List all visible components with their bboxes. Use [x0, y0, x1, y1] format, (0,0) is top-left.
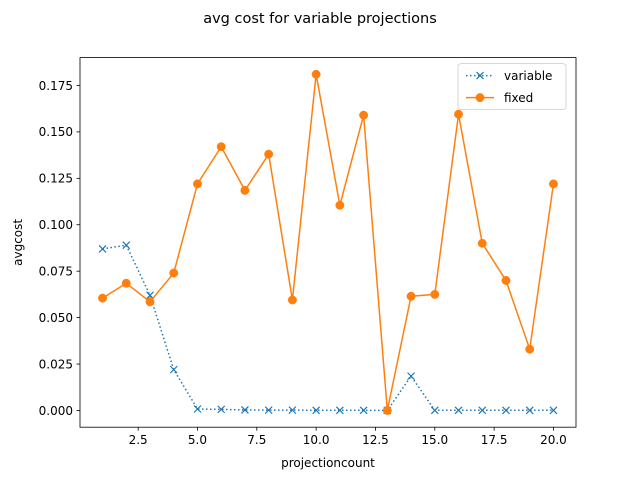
x-axis-label: projectioncount: [281, 456, 375, 470]
y-tick-label: 0.075: [39, 264, 73, 278]
data-point-fixed: [549, 179, 558, 189]
data-point-fixed: [169, 268, 179, 278]
data-point-variable: [169, 365, 178, 374]
legend-marker: [476, 71, 484, 80]
legend-label: variable: [504, 69, 552, 83]
data-point-fixed: [454, 109, 463, 119]
series-line-fixed: [102, 73, 555, 412]
x-tick-label: 12.5: [362, 433, 389, 447]
data-point-variable: [359, 406, 368, 415]
axes-frame: [79, 57, 577, 428]
y-tick-label: 0.150: [39, 125, 73, 139]
x-tick-label: 5.0: [188, 433, 207, 447]
data-point-variable: [241, 406, 249, 414]
data-point-variable: [312, 406, 321, 415]
y-tick-label: 0.000: [39, 404, 73, 418]
y-tick-label: 0.125: [39, 172, 73, 186]
data-point-fixed: [359, 110, 369, 120]
legend-marker: [475, 93, 485, 103]
data-point-fixed: [501, 276, 511, 285]
x-tick-label: 7.5: [247, 433, 266, 447]
data-point-variable: [549, 406, 558, 415]
data-point-fixed: [477, 238, 487, 248]
series-layer: [98, 69, 558, 415]
data-point-variable: [217, 405, 226, 414]
legend-entry-variable: variable: [466, 69, 552, 83]
y-tick-label: 0.050: [39, 311, 73, 325]
data-point-variable: [478, 406, 487, 415]
x-tick-label: 20.0: [540, 433, 567, 447]
y-tick-label: 0.175: [39, 79, 73, 93]
y-axis-label: avgcost: [11, 219, 25, 266]
data-point-fixed: [287, 295, 297, 305]
series-line-variable: [102, 244, 554, 412]
data-point-fixed: [311, 69, 321, 79]
x-tick-label: 15.0: [421, 433, 448, 447]
data-point-fixed: [382, 406, 392, 415]
data-point-fixed: [193, 179, 202, 189]
data-point-variable: [454, 406, 463, 415]
data-point-variable: [502, 406, 510, 415]
data-point-variable: [288, 406, 297, 415]
data-point-fixed: [121, 278, 131, 288]
data-point-variable: [264, 406, 273, 415]
data-point-fixed: [145, 297, 155, 307]
chart-title: avg cost for variable projections: [203, 11, 437, 27]
data-point-variable: [430, 406, 439, 415]
series-variable: [98, 241, 558, 415]
y-axis: 0.000 0.025 0.050 0.075 0.100 0.125 0.150 0.175: [39, 79, 80, 418]
x-tick-label: 10.0: [303, 433, 330, 447]
data-point-variable: [193, 405, 202, 413]
data-point-fixed: [264, 149, 274, 159]
x-tick-label: 2.5: [129, 433, 148, 447]
data-point-variable: [407, 372, 415, 381]
data-point-variable: [335, 406, 344, 415]
data-point-fixed: [406, 291, 416, 301]
y-tick-label: 0.100: [39, 218, 73, 232]
y-tick-label: 0.025: [39, 357, 73, 371]
data-point-fixed: [430, 289, 440, 299]
data-point-fixed: [335, 200, 345, 210]
data-point-variable: [122, 241, 131, 250]
data-point-fixed: [240, 185, 250, 195]
legend-entry-fixed: fixed: [466, 91, 533, 105]
series-fixed: [98, 69, 558, 415]
legend: variable fixed: [457, 63, 567, 110]
data-point-fixed: [216, 142, 226, 152]
legend-label: fixed: [504, 91, 533, 105]
data-point-variable: [146, 291, 154, 300]
data-point-fixed: [525, 344, 535, 354]
data-point-fixed: [98, 293, 107, 303]
x-tick-label: 17.5: [481, 433, 508, 447]
x-axis: 2.5 5.0 7.5 10.0 12.5 15.0 17.5 20.0: [129, 427, 567, 447]
data-point-variable: [525, 406, 534, 415]
data-point-variable: [98, 244, 107, 253]
